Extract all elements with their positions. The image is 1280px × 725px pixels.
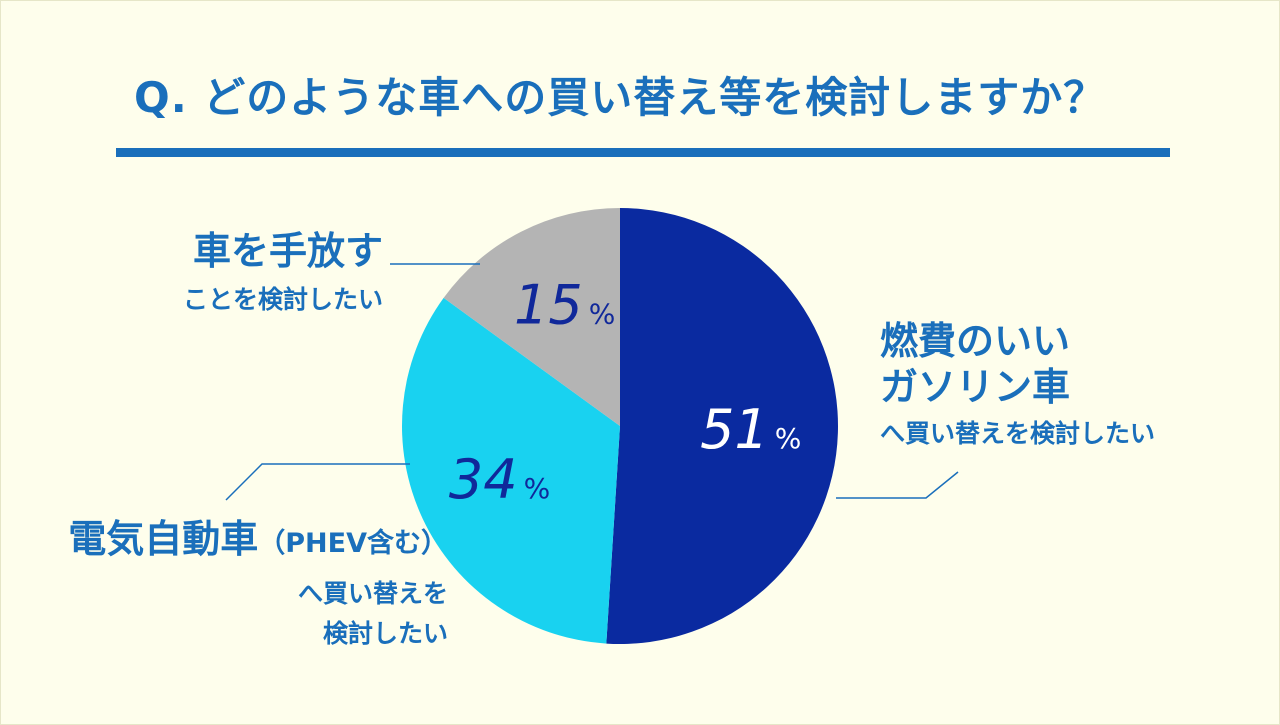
pie-value-electric: 34%	[449, 448, 550, 511]
pie-value-gasoline: 51%	[700, 398, 801, 461]
leader-gasoline	[836, 471, 959, 499]
label-gasoline-line-3: へ買い替えを検討したい	[880, 419, 1156, 448]
label-gasoline-car: 燃費のいい ガソリン車 へ買い替えを検討したい	[880, 318, 1155, 452]
label-giveup-line-1: 車を手放す	[192, 229, 383, 273]
chart-title: Q. どのような車への買い替え等を検討しますか？	[134, 73, 1107, 122]
label-electric-line-4: 検討したい	[322, 619, 448, 648]
pie-slice-gasoline	[606, 208, 839, 644]
label-gasoline-line-2: ガソリン車	[880, 365, 1071, 409]
label-give-up-car: 車を手放す ことを検討したい	[100, 228, 383, 318]
leader-electric	[225, 463, 410, 501]
label-gasoline-line-1: 燃費のいい	[880, 319, 1071, 363]
label-electric-line-2: （PHEV含む）	[258, 528, 448, 559]
label-electric-car: 電気自動車（PHEV含む） へ買い替えを 検討したい	[28, 516, 448, 654]
pie-value-give-up: 15%	[514, 274, 615, 337]
label-giveup-line-2: ことを検討したい	[182, 285, 383, 314]
pie-slice-electric	[401, 297, 620, 644]
label-electric-line-1: 電気自動車	[68, 517, 259, 561]
pie-slice-give-up	[443, 208, 620, 426]
label-electric-line-3: へ買い替えを	[297, 579, 448, 608]
title-rule	[116, 148, 1170, 157]
